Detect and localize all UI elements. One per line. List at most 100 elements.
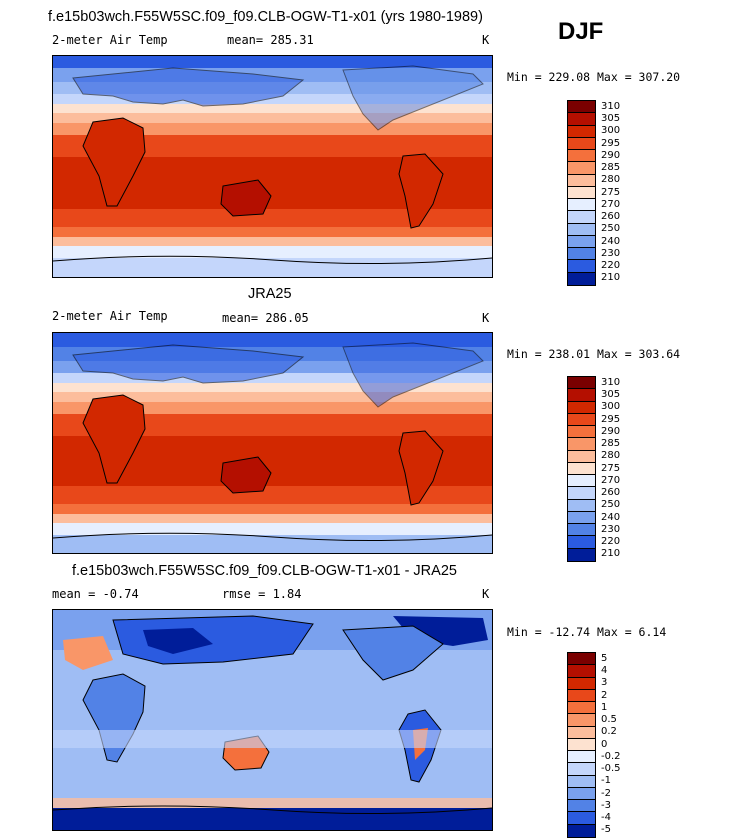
panel-3-units: K: [482, 587, 490, 601]
panel-1-variable: 2-meter Air Temp: [52, 33, 168, 47]
colorbar-swatch: [568, 101, 595, 114]
eurasia-outline: [72, 67, 305, 107]
colorbar-swatch: [568, 377, 595, 390]
colorbar-tick: 290: [601, 426, 621, 437]
colorbar-tick: 295: [601, 414, 621, 425]
panel-2-title: JRA25: [248, 286, 292, 302]
panel-1-map: [52, 55, 493, 278]
colorbar-swatch: [568, 475, 595, 488]
colorbar-swatch: [568, 763, 595, 776]
colorbar-tick: 260: [601, 211, 621, 222]
panel-1-colorbar: 310 305 300 295 290 285 280 275 270 260 …: [567, 100, 620, 286]
colorbar-swatch: [568, 487, 595, 500]
colorbar-swatch: [568, 499, 595, 512]
colorbar-swatch: [568, 800, 595, 813]
colorbar-swatch: [568, 199, 595, 212]
panel-2-variable: 2-meter Air Temp: [52, 309, 168, 323]
panel-1-map-svg: [53, 56, 492, 277]
panel-2-colorbar-swatches: [567, 376, 596, 562]
colorbar-tick: -2: [601, 788, 611, 799]
colorbar-swatch: [568, 450, 595, 463]
colorbar-swatch: [568, 389, 595, 402]
colorbar-swatch: [568, 462, 595, 475]
colorbar-tick: 285: [601, 438, 621, 449]
colorbar-tick: 305: [601, 389, 621, 400]
colorbar-swatch: [568, 137, 595, 150]
panel-3-mean: mean = -0.74: [52, 587, 139, 601]
colorbar-swatch: [568, 413, 595, 426]
colorbar-swatch: [568, 162, 595, 175]
colorbar-swatch: [568, 702, 595, 715]
panel-1-units: K: [482, 33, 490, 47]
antarctica-coast: [53, 255, 492, 265]
colorbar-swatch: [568, 751, 595, 764]
colorbar-swatch: [568, 775, 595, 788]
colorbar-swatch: [568, 824, 595, 837]
panel-3-rmse: rmse = 1.84: [222, 587, 302, 601]
colorbar-tick: 300: [601, 401, 621, 412]
antarctica-band: [53, 258, 492, 277]
colorbar-tick: -0.5: [601, 763, 621, 774]
colorbar-swatch: [568, 689, 595, 702]
colorbar-swatch: [568, 677, 595, 690]
colorbar-tick: -3: [601, 800, 611, 811]
panel-3-map-svg: [53, 610, 492, 830]
colorbar-swatch: [568, 174, 595, 187]
colorbar-tick: 210: [601, 272, 621, 283]
colorbar-tick: 4: [601, 665, 608, 676]
colorbar-swatch: [568, 186, 595, 199]
colorbar-swatch: [568, 653, 595, 666]
colorbar-swatch: [568, 272, 595, 285]
colorbar-tick: 270: [601, 475, 621, 486]
south-america-outline: [398, 153, 444, 229]
colorbar-tick: 220: [601, 260, 621, 271]
colorbar-tick: 2: [601, 690, 608, 701]
eurasia-cold-bias: [112, 615, 314, 665]
colorbar-tick: 250: [601, 499, 621, 510]
colorbar-tick: 220: [601, 536, 621, 547]
colorbar-swatch: [568, 211, 595, 224]
colorbar-tick: 285: [601, 162, 621, 173]
colorbar-swatch: [568, 248, 595, 261]
colorbar-tick: -4: [601, 812, 611, 823]
australia-outline: [220, 179, 272, 217]
panel-1-mean: mean= 285.31: [227, 33, 314, 47]
arctic-band: [53, 56, 492, 68]
colorbar-swatch: [568, 235, 595, 248]
southern-ocean-band: [53, 246, 492, 258]
colorbar-swatch: [568, 787, 595, 800]
colorbar-swatch: [568, 738, 595, 751]
colorbar-tick: 240: [601, 236, 621, 247]
panel-1-colorbar-swatches: [567, 100, 596, 286]
colorbar-swatch: [568, 548, 595, 561]
panel-2-units: K: [482, 311, 490, 325]
colorbar-swatch: [568, 536, 595, 549]
colorbar-tick: 275: [601, 187, 621, 198]
colorbar-swatch: [568, 125, 595, 138]
panel-3-colorbar: 5 4 3 2 1 0.5 0.2 0 -0.2 -0.5 -1 -2 -3 -…: [567, 652, 621, 838]
panel-2-map: [52, 332, 493, 554]
panel-3-colorbar-swatches: [567, 652, 596, 838]
colorbar-swatch: [568, 524, 595, 537]
panel-2-mean: mean= 286.05: [222, 311, 309, 325]
antarctica-cold-bias: [53, 808, 492, 830]
colorbar-tick: 240: [601, 512, 621, 523]
colorbar-tick: -5: [601, 824, 611, 835]
panel-1-minmax: Min = 229.08 Max = 307.20: [507, 70, 681, 84]
colorbar-tick: 290: [601, 150, 621, 161]
colorbar-tick: 0.5: [601, 714, 617, 725]
colorbar-swatch: [568, 401, 595, 414]
colorbar-tick: 3: [601, 677, 608, 688]
panel-3-map: [52, 609, 493, 831]
colorbar-swatch: [568, 726, 595, 739]
colorbar-tick: 305: [601, 113, 621, 124]
panel-3-title: f.e15b03wch.F55W5SC.f09_f09.CLB-OGW-T1-x…: [72, 563, 457, 579]
colorbar-tick: 210: [601, 548, 621, 559]
africa-outline: [82, 117, 146, 207]
colorbar-tick: -0.2: [601, 751, 621, 762]
colorbar-tick: 270: [601, 199, 621, 210]
colorbar-tick: 250: [601, 223, 621, 234]
colorbar-swatch: [568, 812, 595, 825]
colorbar-tick: 0: [601, 739, 608, 750]
north-america-outline: [342, 65, 484, 131]
